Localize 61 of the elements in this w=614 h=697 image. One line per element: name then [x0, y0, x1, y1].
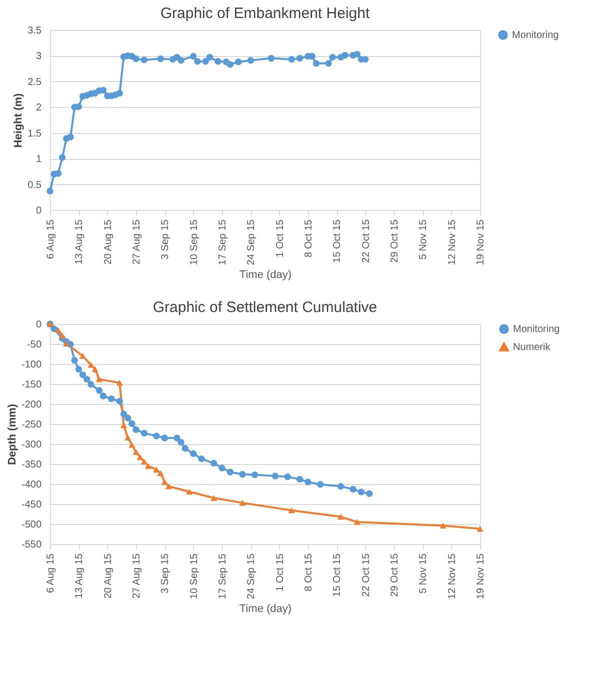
x-axis-title: Time (day): [239, 269, 292, 282]
x-tick-label: 24 Sep 15: [246, 553, 258, 600]
x-tick-label: 8 Oct 15: [304, 553, 314, 592]
y-tick-label: 3: [36, 51, 42, 62]
x-tick-label: 19 Nov 15: [476, 553, 486, 600]
y-tick-label: 1: [36, 154, 42, 166]
y-tick-label: -450: [21, 500, 42, 510]
y-tick-label: 0: [36, 206, 42, 216]
x-tick-label: 10 Sep 15: [188, 219, 200, 266]
x-tick-label: 3 Sep 15: [160, 553, 172, 594]
x-tick-label: 15 Oct 15: [332, 553, 344, 597]
legend-label: Monitoring: [512, 30, 559, 41]
y-tick-label: -400: [21, 480, 42, 490]
x-tick-label: 13 Aug 15: [74, 553, 86, 599]
y-tick-label: -300: [21, 440, 42, 450]
x-tick-label: 12 Nov 15: [446, 219, 458, 266]
x-tick-label: 3 Sep 15: [160, 219, 172, 260]
legend-label: Monitoring: [513, 324, 560, 335]
x-tick-label: 17 Sep 15: [218, 553, 228, 600]
x-tick-label: 20 Aug 15: [102, 219, 114, 265]
y-tick-label: -500: [21, 520, 42, 530]
y-tick-label: 2: [36, 102, 42, 114]
x-tick-label: 8 Oct 15: [304, 219, 314, 258]
x-tick-label: 15 Oct 15: [332, 219, 344, 263]
x-tick-label: 13 Aug 15: [74, 219, 86, 265]
x-tick-label: 24 Sep 15: [246, 219, 258, 266]
x-tick-label: 22 Oct 15: [360, 219, 372, 263]
x-tick-label: 17 Sep 15: [218, 219, 228, 266]
x-tick-label: 10 Sep 15: [188, 553, 200, 600]
x-tick-label: 6 Aug 15: [46, 553, 56, 593]
x-tick-label: 27 Aug 15: [132, 219, 142, 265]
y-tick-label: 1.5: [28, 128, 42, 140]
y-tick-label: -200: [21, 400, 42, 410]
y-tick-label: -550: [21, 540, 42, 550]
x-tick-label: 12 Nov 15: [446, 553, 458, 600]
y-axis-title: Depth (mm): [6, 404, 18, 466]
x-tick-label: 1 Oct 15: [274, 219, 286, 258]
y-tick-label: -250: [21, 420, 42, 430]
x-tick-label: 5 Nov 15: [418, 219, 430, 260]
y-tick-label: 3.5: [28, 26, 42, 36]
x-tick-label: 29 Oct 15: [390, 553, 400, 597]
legend-label: Numerik: [513, 342, 552, 353]
x-tick-label: 29 Oct 15: [390, 219, 400, 263]
x-tick-label: 22 Oct 15: [360, 553, 372, 597]
chart-title: Graphic of Settlement Cumulative: [152, 299, 378, 316]
y-tick-label: -350: [21, 460, 42, 470]
x-tick-label: 5 Nov 15: [418, 553, 430, 594]
y-tick-label: -150: [21, 380, 42, 390]
y-tick-label: -100: [21, 360, 42, 370]
y-axis-title: Height (m): [12, 92, 25, 148]
y-tick-label: -50: [27, 340, 42, 350]
x-tick-label: 27 Aug 15: [132, 553, 142, 599]
x-axis-title: Time (day): [239, 603, 292, 616]
y-tick-label: 0: [36, 320, 42, 330]
x-tick-label: 20 Aug 15: [102, 553, 114, 599]
chart-title: Graphic of Embankment Height: [160, 5, 370, 22]
y-tick-label: 0.5: [28, 180, 42, 191]
x-tick-label: 6 Aug 15: [46, 219, 56, 259]
x-tick-label: 19 Nov 15: [476, 219, 486, 266]
y-tick-label: 2.5: [28, 76, 42, 88]
x-tick-label: 1 Oct 15: [274, 553, 286, 592]
